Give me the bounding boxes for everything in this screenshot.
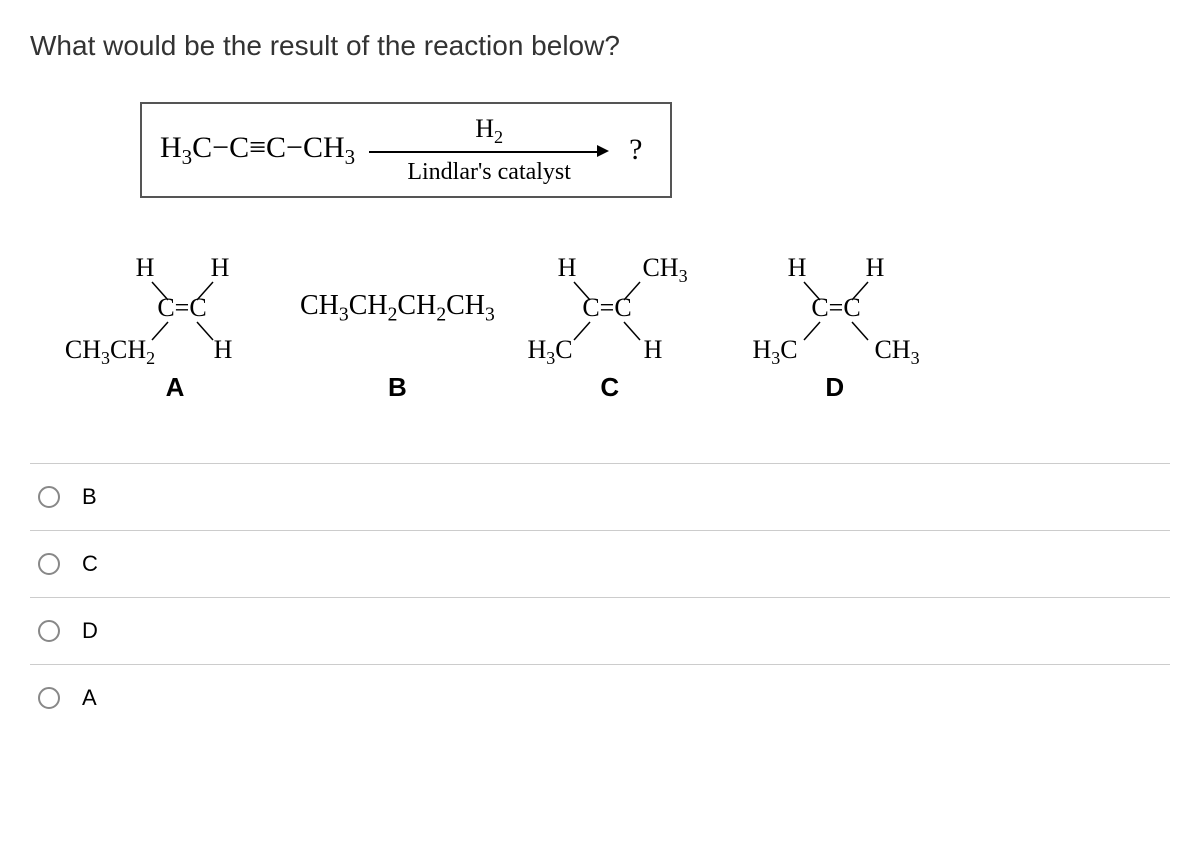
- structure-B-label: B: [388, 372, 407, 403]
- answer-structures-row: H H C=C CH3CH2 H A CH3CH2CH2CH3 B H CH3: [60, 248, 1170, 403]
- radio-icon: [38, 687, 60, 709]
- option-C[interactable]: C: [30, 531, 1170, 598]
- radio-icon: [38, 486, 60, 508]
- radio-icon: [38, 553, 60, 575]
- svg-text:C=C: C=C: [582, 293, 631, 322]
- arrow-line: [369, 144, 609, 158]
- structure-C-svg: H CH3 C=C H3C H: [505, 248, 715, 368]
- svg-text:H: H: [136, 253, 155, 282]
- option-label: B: [82, 484, 97, 510]
- structure-B-formula: CH3CH2CH2CH3: [300, 290, 495, 327]
- structure-C: H CH3 C=C H3C H C: [505, 248, 715, 403]
- structure-D-svg: H H C=C H3C CH3: [725, 248, 945, 368]
- radio-icon: [38, 620, 60, 642]
- svg-text:CH3CH2: CH3CH2: [65, 335, 155, 368]
- svg-text:H: H: [865, 253, 884, 282]
- svg-text:H: H: [557, 253, 576, 282]
- structure-A-svg: H H C=C CH3CH2 H: [60, 248, 290, 368]
- structure-A-label: A: [166, 372, 185, 403]
- reactant: H3C−C≡C−CH3: [160, 131, 355, 170]
- option-label: A: [82, 685, 97, 711]
- option-A[interactable]: A: [30, 665, 1170, 731]
- svg-text:CH3: CH3: [642, 253, 687, 286]
- svg-text:H: H: [214, 335, 233, 364]
- svg-text:H: H: [787, 253, 806, 282]
- reaction-scheme: H3C−C≡C−CH3 H2 Lindlar's catalyst ?: [140, 102, 672, 198]
- reaction-arrow: H2 Lindlar's catalyst: [369, 116, 609, 184]
- answer-options: B C D A: [30, 463, 1170, 731]
- structure-D: H H C=C H3C CH3 D: [725, 248, 945, 403]
- svg-text:C=C: C=C: [157, 293, 206, 322]
- structure-B: CH3CH2CH2CH3 B: [300, 248, 495, 403]
- product-placeholder: ?: [629, 133, 642, 167]
- svg-text:H3C: H3C: [527, 335, 572, 368]
- option-D[interactable]: D: [30, 598, 1170, 665]
- structure-D-label: D: [825, 372, 844, 403]
- option-label: D: [82, 618, 98, 644]
- reagent-top: H2: [475, 116, 503, 146]
- reagent-bottom: Lindlar's catalyst: [407, 160, 571, 184]
- svg-text:CH3: CH3: [874, 335, 919, 368]
- svg-text:C=C: C=C: [811, 293, 860, 322]
- option-label: C: [82, 551, 98, 577]
- question-text: What would be the result of the reaction…: [30, 30, 1170, 62]
- option-B[interactable]: B: [30, 464, 1170, 531]
- structure-A: H H C=C CH3CH2 H A: [60, 248, 290, 403]
- svg-text:H: H: [211, 253, 230, 282]
- svg-text:H3C: H3C: [752, 335, 797, 368]
- svg-text:H: H: [643, 335, 662, 364]
- structure-C-label: C: [600, 372, 619, 403]
